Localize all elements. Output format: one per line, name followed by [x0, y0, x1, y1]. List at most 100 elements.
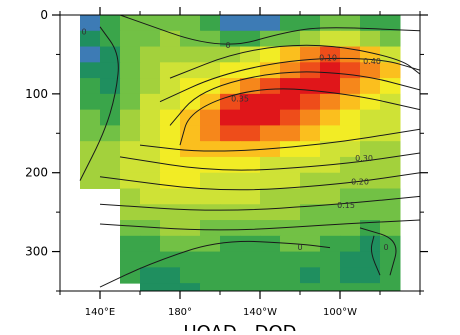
x-tick-label: 180° [168, 307, 192, 318]
heatmap-cell [300, 204, 321, 221]
contour-line [139, 128, 420, 152]
heatmap-cell [300, 267, 321, 284]
heatmap-cell [160, 62, 181, 79]
heatmap-cell [300, 93, 321, 111]
heatmap-cells [80, 15, 401, 291]
heatmap-cell [220, 125, 241, 142]
heatmap-cell [140, 172, 161, 189]
heatmap-cell [140, 78, 161, 95]
heatmap-cell [340, 156, 361, 174]
heatmap-cell [200, 235, 221, 253]
heatmap-cell [280, 62, 301, 79]
heatmap-cell [220, 251, 241, 268]
heatmap-cell [180, 204, 201, 221]
heatmap-cell [260, 235, 281, 253]
heatmap-cell [220, 283, 241, 291]
heatmap-cell [140, 125, 161, 142]
heatmap-cell [100, 156, 121, 174]
heatmap-cell [360, 172, 381, 189]
heatmap-cell [180, 267, 201, 284]
heatmap-cell [220, 172, 241, 189]
heatmap-cell [340, 78, 361, 95]
y-tick-label: 200 [25, 166, 48, 180]
y-tick-label: 100 [25, 87, 48, 101]
heatmap-cell [220, 156, 241, 174]
heatmap-cell [300, 283, 321, 291]
heatmap-cell [320, 267, 341, 284]
heatmap-cell [220, 141, 241, 158]
heatmap-cell [100, 93, 121, 111]
heatmap-cell [140, 188, 161, 205]
heatmap-cell [140, 93, 161, 111]
heatmap-cell [140, 156, 161, 174]
heatmap-cell [220, 15, 241, 32]
heatmap-cell [280, 46, 301, 63]
heatmap-cell [160, 141, 181, 158]
heatmap-cell [260, 204, 281, 221]
heatmap-cell [380, 62, 401, 79]
heatmap-cell [360, 15, 381, 32]
contour-line [99, 219, 420, 231]
heatmap-cell [260, 125, 281, 142]
heatmap-cell [180, 15, 201, 32]
heatmap-cell [200, 204, 221, 221]
heatmap-cell [260, 156, 281, 174]
heatmap-cell [80, 172, 101, 189]
contour-label: 0.20 [351, 178, 369, 187]
heatmap-cell [100, 30, 121, 48]
heatmap-cell [180, 125, 201, 142]
contour-line [169, 71, 420, 126]
heatmap-cell [380, 204, 401, 221]
heatmap-cell [200, 62, 221, 79]
axes: 0 100 200 300 140°E 180° 140°W 100°W [25, 7, 428, 318]
heatmap-cell [280, 283, 301, 291]
heatmap-cell [280, 156, 301, 174]
contour-line [119, 15, 420, 45]
heatmap-cell [220, 235, 241, 253]
heatmap-cell [320, 188, 341, 205]
contour-line [359, 227, 397, 276]
heatmap-cell [180, 188, 201, 205]
heatmap-cell [240, 204, 261, 221]
heatmap-cell [220, 267, 241, 284]
heatmap-cell [360, 141, 381, 158]
heatmap-cell [160, 109, 181, 126]
heatmap-cell [340, 235, 361, 253]
heatmap-cell [240, 235, 261, 253]
heatmap-cell [80, 46, 101, 63]
contour-line [370, 235, 381, 276]
heatmap-cell [380, 109, 401, 126]
heatmap-cell [260, 267, 281, 284]
heatmap-cell [120, 267, 141, 284]
heatmap-cell [360, 204, 381, 221]
heatmap-cell [340, 125, 361, 142]
heatmap-cell [280, 188, 301, 205]
heatmap-cell [320, 30, 341, 48]
heatmap-cell [200, 78, 221, 95]
heatmap-cell [120, 156, 141, 174]
heatmap-cell [300, 251, 321, 268]
heatmap-cell [340, 220, 361, 237]
heatmap-cell [140, 30, 161, 48]
heatmap-cell [160, 267, 181, 284]
heatmap-cell [380, 188, 401, 205]
heatmap-cell [340, 141, 361, 158]
heatmap-cell [380, 156, 401, 174]
heatmap-cell [80, 30, 101, 48]
contour-label: 0.10 [319, 54, 337, 63]
heatmap-cell [220, 204, 241, 221]
heatmap-cell [280, 251, 301, 268]
heatmap-cell [80, 93, 101, 111]
heatmap-cell [380, 15, 401, 32]
heatmap-cell [260, 141, 281, 158]
heatmap-cell [80, 15, 101, 32]
contour-label: 0.40 [363, 57, 381, 66]
y-tick-label: 0 [40, 8, 48, 22]
heatmap-cell [160, 251, 181, 268]
heatmap-cell [160, 46, 181, 63]
heatmap-cell [200, 188, 221, 205]
heatmap-cell [200, 251, 221, 268]
heatmap-cell [300, 30, 321, 48]
heatmap-cell [140, 109, 161, 126]
